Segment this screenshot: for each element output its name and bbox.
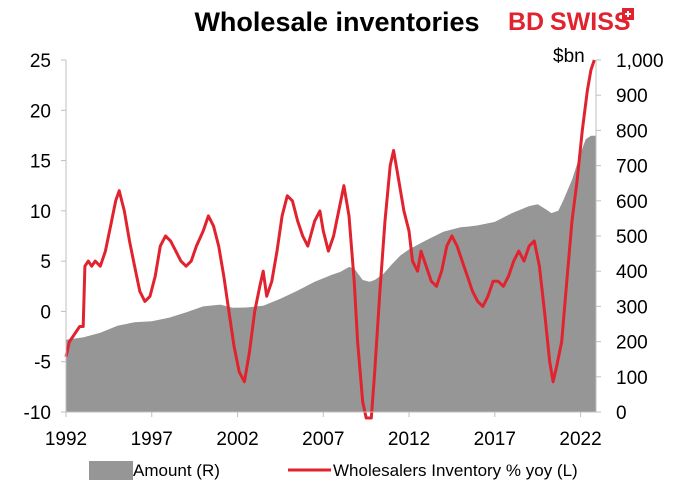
legend-swatch-amount [89,461,133,480]
right-axis-ticks: 0 100 200 300 400 500 600 700 800 900 1,000 [596,51,664,424]
right-tick-label: 1,000 [616,51,664,72]
right-tick-label: 100 [616,368,648,389]
x-tick-label: 2002 [216,429,258,450]
legend-label-inventory: Wholesalers Inventory % yoy (L) [333,461,578,480]
right-tick-label: 700 [616,157,648,178]
left-tick-label: 25 [30,51,51,72]
x-axis-ticks: 1992 1997 2002 2007 2012 2017 2022 [45,412,602,450]
right-tick-label: 0 [616,403,627,424]
left-tick-label: 15 [30,152,51,173]
series-amount-area [66,135,596,412]
right-tick-label: 800 [616,121,648,142]
left-tick-label: 0 [40,302,51,323]
left-tick-label: 20 [30,101,51,122]
left-axis-ticks: -10 -5 0 5 10 15 20 25 [24,51,66,424]
right-tick-label: 300 [616,297,648,318]
x-tick-label: 1997 [131,429,173,450]
right-tick-label: 900 [616,86,648,107]
left-tick-label: -10 [24,403,51,424]
legend-label-amount: Amount (R) [133,461,220,480]
series-inventory-line [64,59,596,420]
left-tick-label: -5 [34,353,51,374]
logo-text-swiss: SWISS [550,8,631,36]
right-tick-label: 500 [616,227,648,248]
logo-plus-icon [622,8,634,20]
logo-text-bd: BD [508,8,544,36]
x-tick-label: 2022 [559,429,601,450]
legend: Amount (R) Wholesalers Inventory % yoy (… [89,461,578,480]
x-tick-label: 2007 [302,429,344,450]
right-tick-label: 400 [616,262,648,283]
logo: BD SWISS [508,8,634,36]
right-tick-label: 200 [616,333,648,354]
x-tick-label: 2017 [474,429,516,450]
chart-title: Wholesale inventories [194,7,479,37]
left-tick-label: 10 [30,202,51,223]
left-tick-label: 5 [40,252,51,273]
x-tick-label: 1992 [45,429,87,450]
inventory-line-layer [64,59,596,420]
right-axis-unit: $bn [553,46,585,67]
right-tick-label: 600 [616,192,648,213]
x-tick-label: 2012 [388,429,430,450]
amount-area-layer [66,135,596,412]
